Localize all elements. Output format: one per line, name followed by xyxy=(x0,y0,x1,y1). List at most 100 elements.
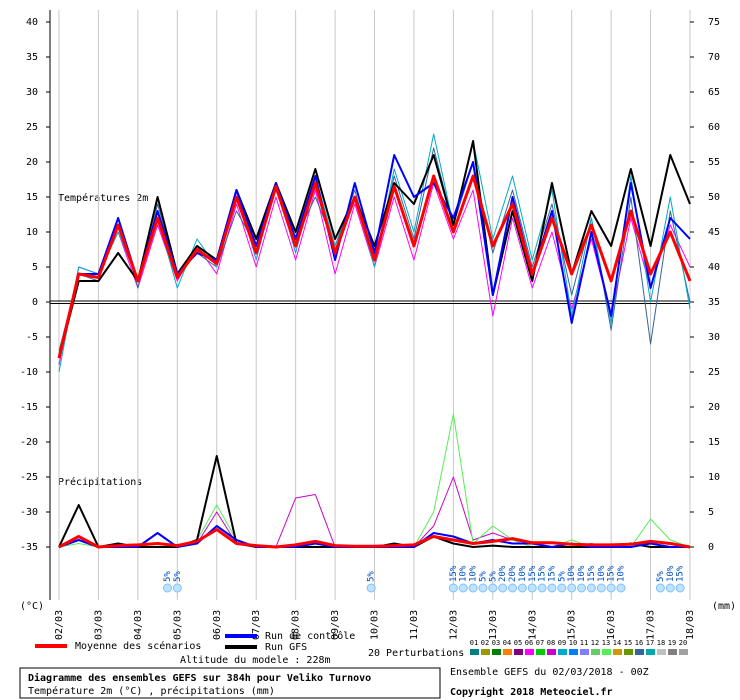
snowflake xyxy=(517,583,527,593)
snow-marker xyxy=(172,583,182,593)
y-tick-label: -10 xyxy=(20,367,38,378)
snow-label: 15% xyxy=(547,565,557,582)
y2-tick-label: 5 xyxy=(708,507,714,518)
snow-label: 20% xyxy=(508,565,518,582)
member-label: 01 xyxy=(470,639,478,647)
member-swatch xyxy=(503,649,512,655)
x-tick-label: 08/03 xyxy=(291,610,302,640)
member-swatch xyxy=(657,649,666,655)
snow-label: 15% xyxy=(676,565,686,582)
snow-label: 5% xyxy=(478,571,488,582)
member-label: 07 xyxy=(536,639,544,647)
snow-label: 5% xyxy=(173,571,183,582)
y-tick-label: 5 xyxy=(32,262,38,273)
member-swatch xyxy=(514,649,523,655)
snowflake xyxy=(527,583,537,593)
member-label: 08 xyxy=(547,639,555,647)
x-tick-label: 09/03 xyxy=(330,610,341,640)
snow-marker xyxy=(547,583,557,593)
x-tick-label: 03/03 xyxy=(93,610,104,640)
y-tick-label: 15 xyxy=(26,192,38,203)
member-swatch xyxy=(569,649,578,655)
snowflake xyxy=(547,583,557,593)
y2-tick-label: 0 xyxy=(708,542,714,553)
snow-label: 10% xyxy=(518,565,528,582)
member-label: 12 xyxy=(591,639,599,647)
snow-label: 15% xyxy=(587,565,597,582)
snowflake xyxy=(596,583,606,593)
snow-marker xyxy=(448,583,458,593)
snow-label: 10% xyxy=(469,565,479,582)
y2-tick-label: 65 xyxy=(708,87,720,98)
member-swatch xyxy=(668,649,677,655)
title-box xyxy=(19,667,441,699)
y-tick-label: -30 xyxy=(20,507,38,518)
snow-label: 10% xyxy=(666,565,676,582)
member-swatch xyxy=(547,649,556,655)
snow-marker xyxy=(498,583,508,593)
snow-marker xyxy=(655,583,665,593)
series-line xyxy=(58,154,691,359)
y-tick-label: 30 xyxy=(26,87,38,98)
x-tick-label: 18/03 xyxy=(685,610,696,640)
member-label: 03 xyxy=(492,639,500,647)
x-tick-label: 10/03 xyxy=(370,610,381,640)
member-swatch xyxy=(679,649,688,655)
y-tick-label: -25 xyxy=(20,472,38,483)
perturbations-label: 20 Perturbations xyxy=(368,648,464,659)
member-label: 11 xyxy=(580,639,588,647)
y-tick-label: 35 xyxy=(26,52,38,63)
snowflake xyxy=(567,583,577,593)
snow-label: 15% xyxy=(607,565,617,582)
snowflake xyxy=(616,583,626,593)
snowflake xyxy=(448,583,458,593)
x-tick-label: 17/03 xyxy=(646,610,657,640)
snow-marker xyxy=(527,583,537,593)
y2-tick-label: 70 xyxy=(708,52,720,63)
snow-marker xyxy=(557,583,567,593)
y2-unit: (mm) xyxy=(712,601,736,612)
legend-label: Run de contrôle xyxy=(265,630,355,642)
member-label: 09 xyxy=(558,639,566,647)
snow-marker xyxy=(366,583,376,593)
y2-tick-label: 40 xyxy=(708,262,720,273)
snowflake xyxy=(488,583,498,593)
member-swatch xyxy=(635,649,644,655)
member-label: 19 xyxy=(668,639,676,647)
member-swatch xyxy=(580,649,589,655)
snow-marker xyxy=(488,583,498,593)
snow-label: 15% xyxy=(449,565,459,582)
snowflake xyxy=(586,583,596,593)
y2-tick-label: 35 xyxy=(708,297,720,308)
snowflake xyxy=(557,583,567,593)
y2-tick-label: 55 xyxy=(708,157,720,168)
y-tick-label: -5 xyxy=(26,332,38,343)
snow-label: 5% xyxy=(163,571,173,582)
snowflake xyxy=(537,583,547,593)
snow-label: 15% xyxy=(538,565,548,582)
y-tick-label: 25 xyxy=(26,122,38,133)
x-tick-label: 13/03 xyxy=(488,610,499,640)
precip-label: Précipitations xyxy=(58,476,142,488)
snow-marker xyxy=(586,583,596,593)
y-tick-label: 40 xyxy=(26,17,38,28)
y-tick-label: 20 xyxy=(26,157,38,168)
member-swatch xyxy=(602,649,611,655)
x-tick-label: 14/03 xyxy=(527,610,538,640)
snow-marker xyxy=(606,583,616,593)
snow-marker xyxy=(596,583,606,593)
snow-label: 10% xyxy=(597,565,607,582)
series-line xyxy=(57,174,692,359)
x-tick-label: 16/03 xyxy=(606,610,617,640)
member-label: 02 xyxy=(481,639,489,647)
snow-label: 5% xyxy=(557,571,567,582)
snow-label: 5% xyxy=(367,571,377,582)
x-tick-label: 06/03 xyxy=(212,610,223,640)
y-tick-label: 10 xyxy=(26,227,38,238)
x-tick-label: 04/03 xyxy=(133,610,144,640)
snow-marker xyxy=(468,583,478,593)
legend-label: Moyenne des scénarios xyxy=(75,640,201,652)
snowflake xyxy=(675,583,685,593)
member-swatch xyxy=(624,649,633,655)
